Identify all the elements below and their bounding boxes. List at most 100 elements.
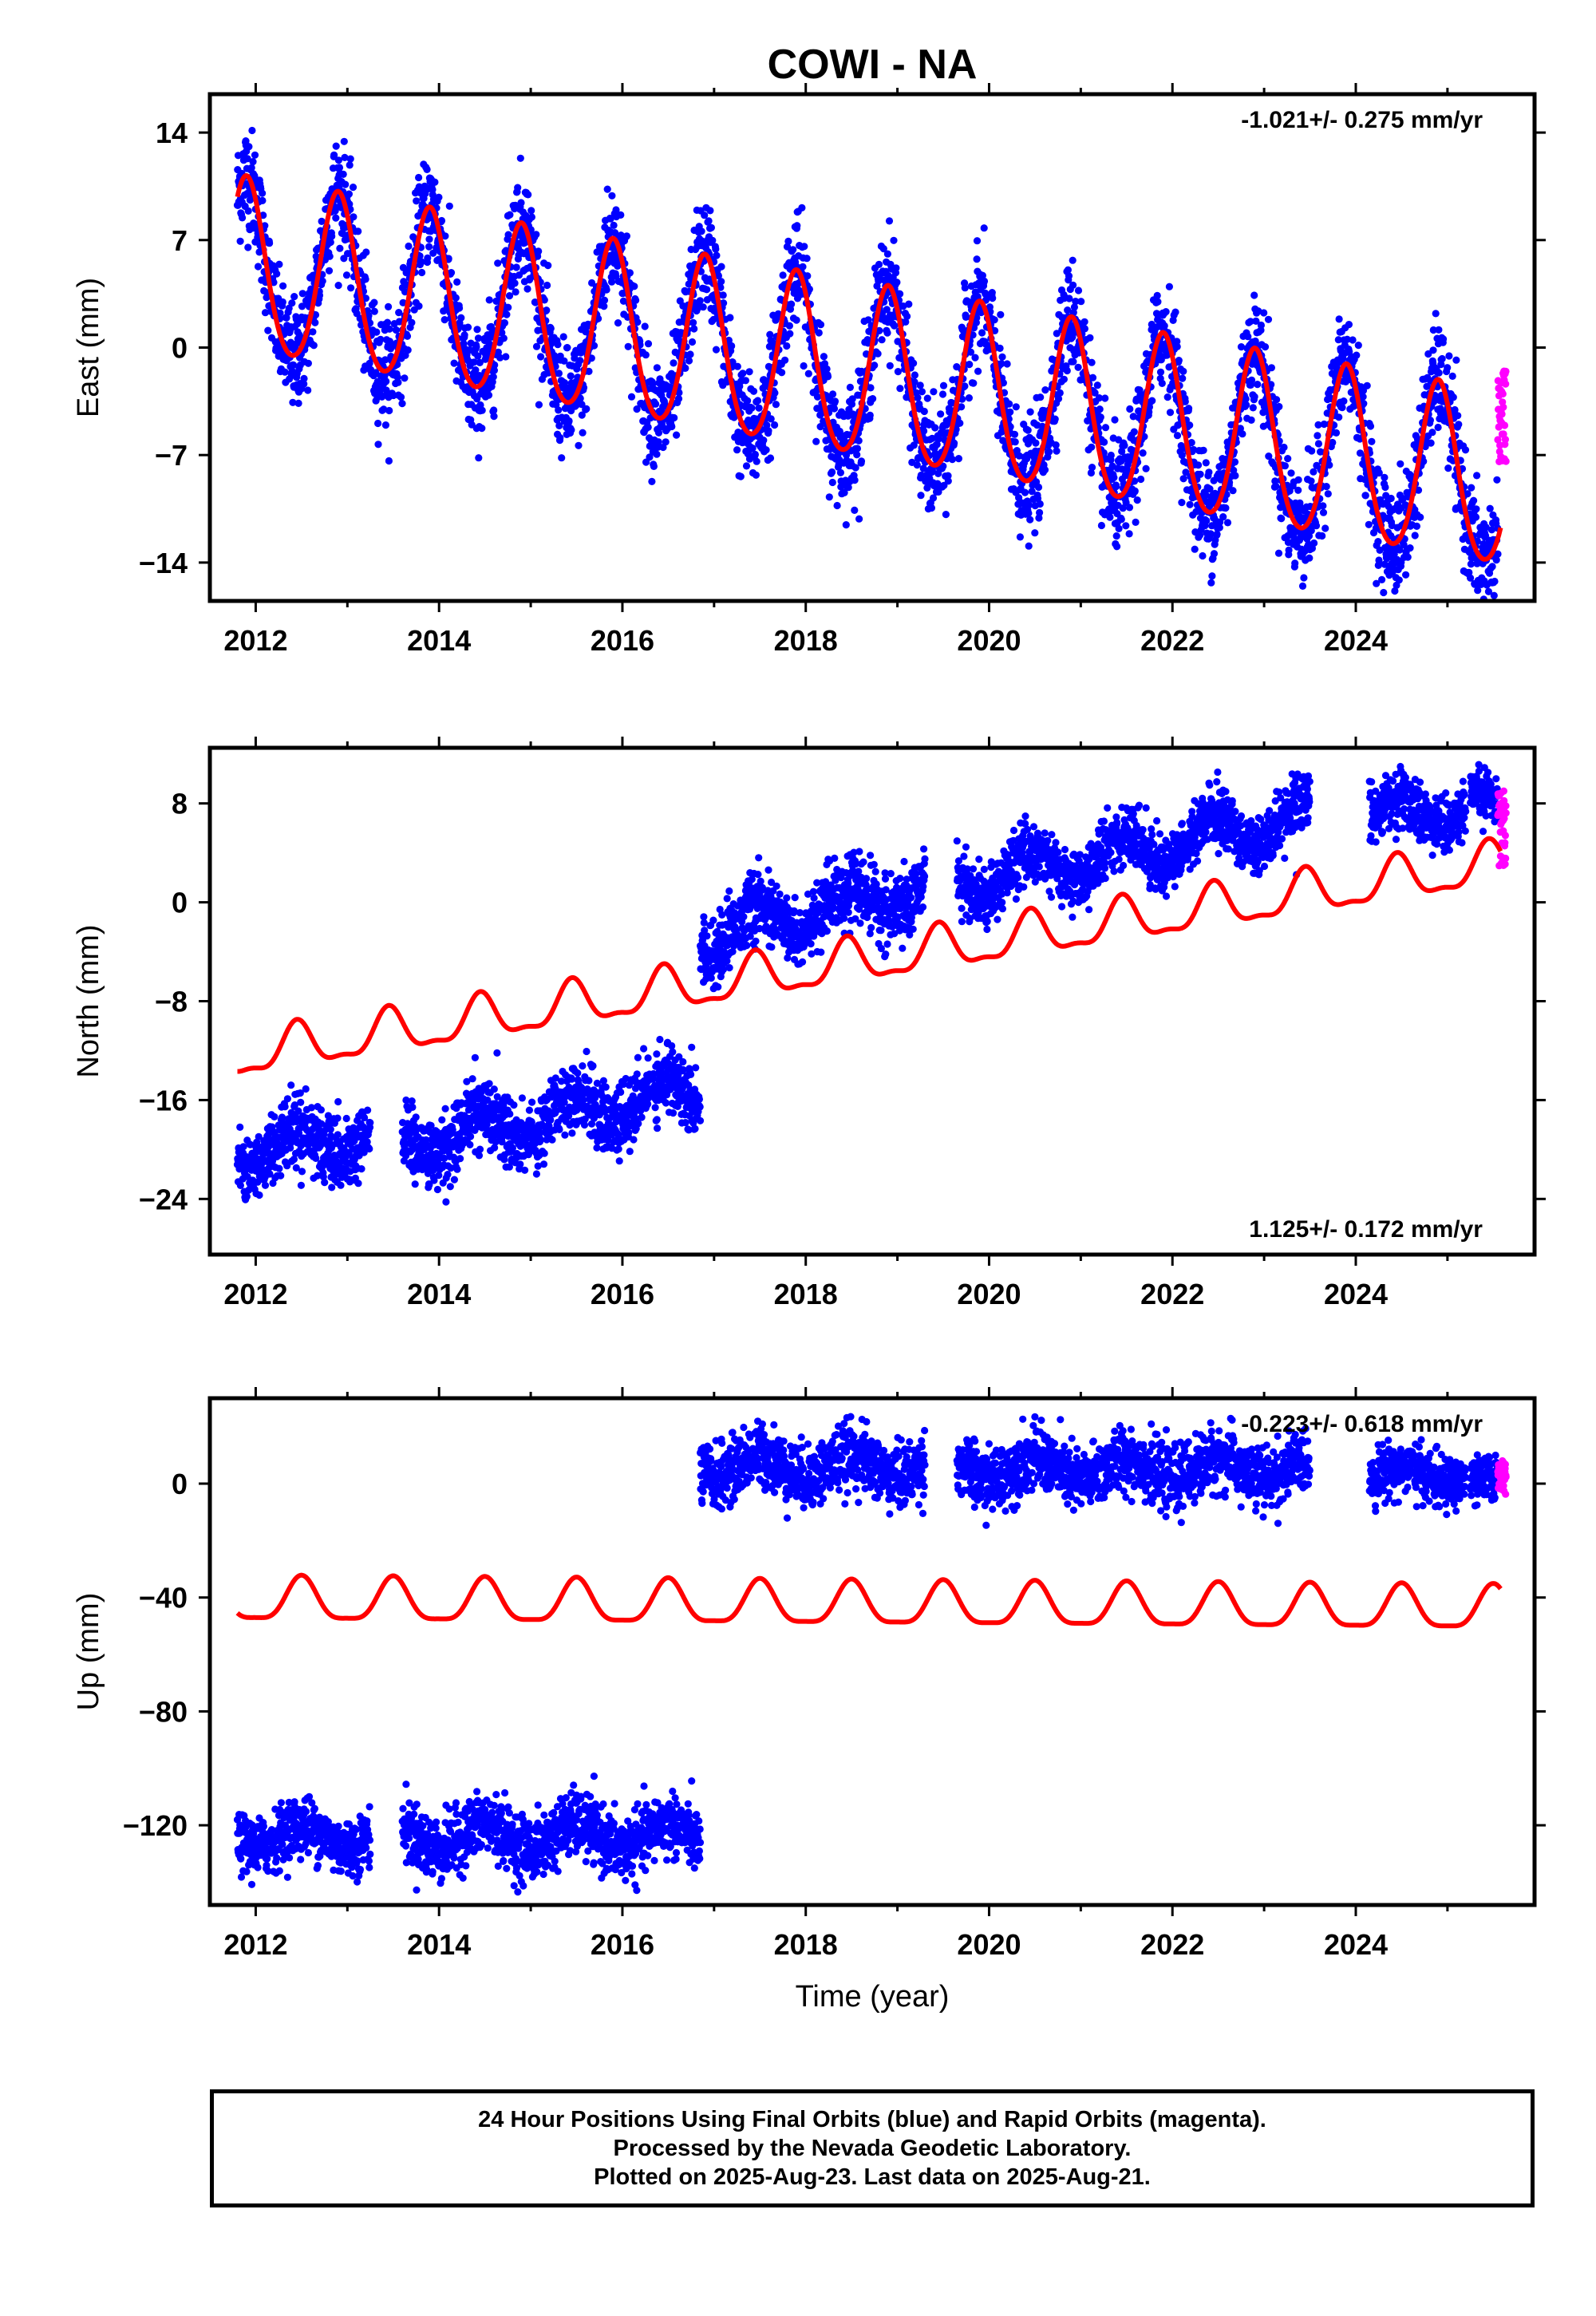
east-final-point [593, 248, 601, 256]
east-final-point [867, 384, 875, 392]
east-final-point [326, 252, 334, 260]
east-final-point [418, 268, 426, 277]
east-final-point [1354, 342, 1362, 350]
east-final-point [1173, 342, 1181, 350]
east-final-point [325, 267, 334, 275]
east-y-tick-label: 7 [172, 224, 188, 257]
east-final-point [950, 439, 958, 447]
east-final-point [506, 211, 514, 219]
east-final-point [555, 406, 563, 414]
east-final-point [1374, 538, 1382, 546]
east-final-point [490, 406, 498, 414]
east-final-point [330, 151, 338, 159]
east-final-point [1207, 530, 1215, 538]
east-final-point [1036, 508, 1044, 517]
north-final-point [342, 1114, 350, 1123]
east-final-point [1310, 468, 1317, 476]
east-final-point [429, 185, 437, 194]
east-final-point [511, 279, 519, 287]
east-final-point [1207, 579, 1215, 587]
east-final-point [634, 318, 642, 326]
east-final-point [435, 193, 443, 201]
east-final-point [575, 441, 583, 449]
east-final-point [1026, 408, 1034, 416]
east-final-point [798, 204, 806, 211]
east-final-point [713, 251, 721, 259]
east-final-point [1171, 308, 1179, 316]
east-final-point [1404, 553, 1412, 561]
east-final-point [1314, 432, 1321, 440]
east-final-point [457, 314, 465, 322]
east-rapid-point [1499, 389, 1507, 398]
east-final-point [259, 196, 267, 204]
east-y-axis-title: East (mm) [72, 278, 105, 417]
east-final-point [1111, 416, 1119, 424]
east-final-point [543, 281, 551, 290]
east-final-point [236, 237, 244, 245]
north-final-point [411, 1180, 419, 1188]
figure-title: COWI - NA [768, 41, 978, 88]
east-final-point [1361, 492, 1369, 500]
east-final-point [1260, 309, 1268, 317]
east-final-point [1154, 298, 1162, 306]
east-final-point [1041, 386, 1049, 394]
east-final-point [1366, 422, 1375, 430]
east-final-point [1445, 352, 1453, 360]
east-final-point [744, 397, 752, 405]
east-final-point [1454, 412, 1462, 420]
east-final-point [401, 374, 409, 382]
east-final-point [276, 309, 284, 317]
east-final-point [1411, 532, 1419, 539]
east-final-point [1210, 550, 1219, 558]
north-final-point [412, 1113, 420, 1121]
east-final-point [825, 493, 833, 501]
east-final-point [527, 213, 536, 221]
east-final-point [630, 283, 638, 290]
east-final-point [930, 388, 938, 396]
east-final-point [354, 227, 362, 235]
east-final-point [1086, 334, 1094, 342]
east-final-point [1395, 576, 1403, 584]
east-final-point [1306, 554, 1314, 562]
east-final-point [404, 346, 412, 354]
east-final-point [339, 170, 347, 178]
east-final-point [742, 462, 751, 470]
east-final-point [342, 271, 351, 279]
east-final-point [606, 215, 614, 223]
east-final-point [1491, 577, 1499, 586]
east-final-point [532, 231, 540, 239]
east-final-point [1074, 287, 1083, 294]
east-final-point [373, 328, 381, 336]
east-final-point [590, 342, 598, 350]
east-final-point [1203, 516, 1211, 525]
east-final-point [1275, 402, 1283, 411]
east-final-point [423, 165, 431, 173]
north-final-point [277, 1172, 285, 1180]
east-final-point [383, 318, 392, 326]
east-final-point [1368, 437, 1376, 445]
east-final-point [602, 286, 610, 294]
east-final-point [342, 180, 350, 188]
east-final-point [653, 364, 662, 372]
east-final-point [944, 477, 952, 485]
east-final-point [978, 329, 986, 337]
east-final-point [1378, 575, 1386, 584]
east-final-point [415, 183, 423, 191]
east-final-point [504, 303, 512, 311]
east-final-point [1272, 482, 1280, 491]
east-final-point [1435, 326, 1443, 334]
east-final-point [612, 206, 620, 214]
east-final-point [394, 378, 402, 386]
east-final-point [1278, 515, 1286, 523]
east-final-point [1088, 373, 1097, 381]
east-x-tick-label: 2020 [957, 624, 1021, 657]
east-final-point [857, 457, 866, 465]
east-final-point [415, 302, 423, 310]
east-final-point [1280, 443, 1288, 452]
east-final-point [1312, 522, 1321, 530]
east-final-point [1132, 518, 1140, 527]
east-final-point [1053, 447, 1061, 455]
east-final-point [648, 477, 656, 486]
east-final-point [703, 286, 711, 294]
east-final-point [413, 197, 421, 205]
